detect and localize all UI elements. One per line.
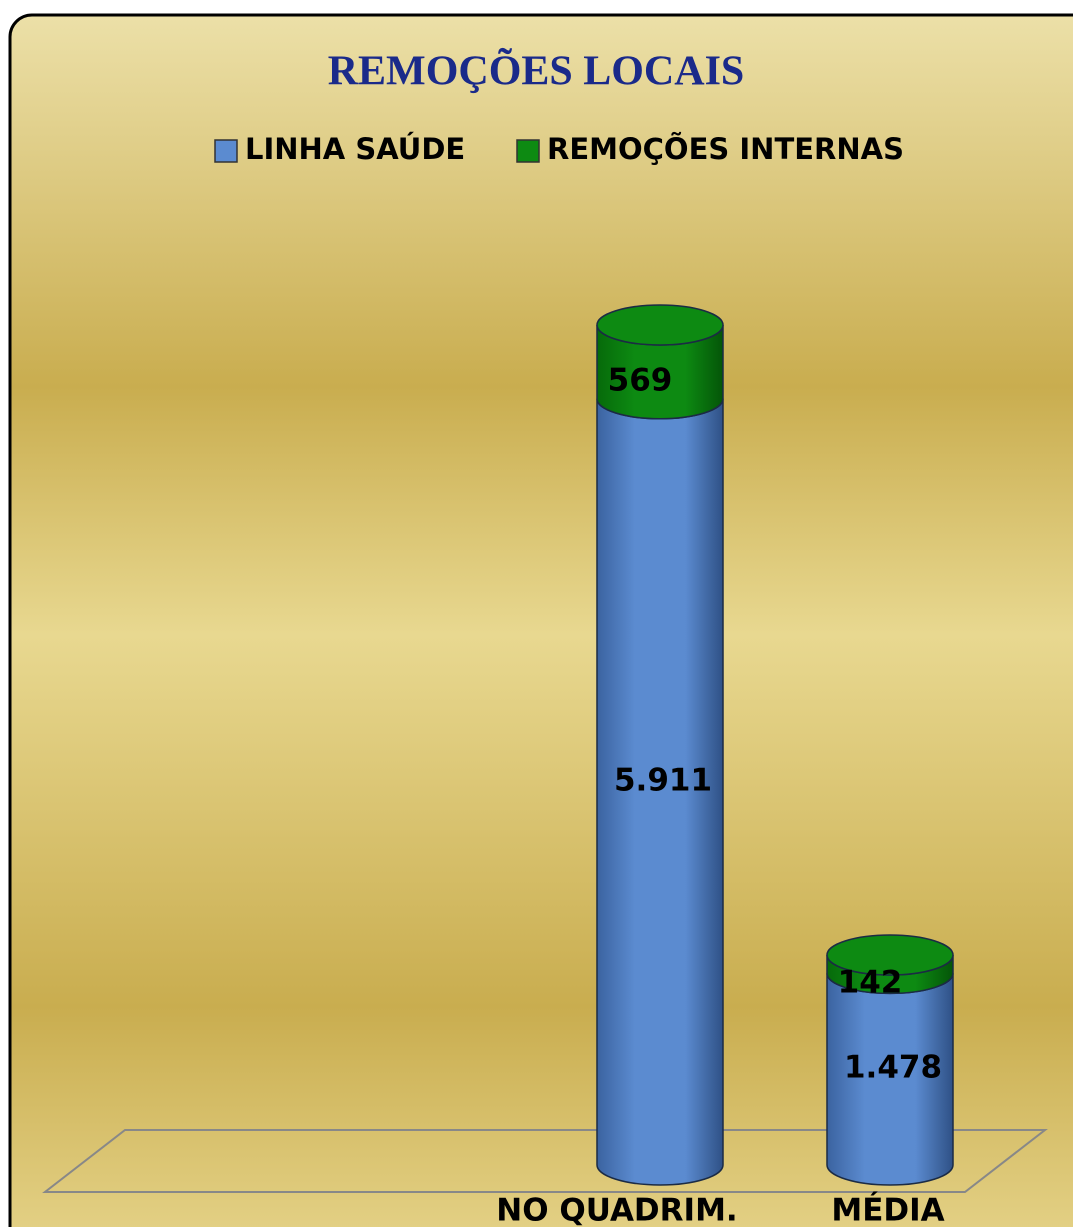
legend-swatch bbox=[214, 139, 238, 163]
x-tick-label: NO QUADRIM. bbox=[496, 1193, 737, 1227]
value-label: 1.478 bbox=[844, 1050, 942, 1086]
cylinder-top bbox=[826, 934, 954, 976]
cylinder-top bbox=[596, 304, 724, 346]
x-tick-label: MÉDIA bbox=[831, 1193, 944, 1227]
legend-swatch bbox=[516, 139, 540, 163]
value-label: 142 bbox=[838, 965, 903, 1001]
value-label: 569 bbox=[608, 362, 673, 398]
legend-label: REMOÇÕES INTERNAS bbox=[547, 132, 904, 166]
value-label: 5.911 bbox=[614, 762, 712, 798]
chart-title: REMOÇÕES LOCAIS bbox=[328, 48, 745, 95]
legend-label: LINHA SAÚDE bbox=[245, 132, 465, 166]
chart-frame bbox=[8, 13, 1073, 1227]
floor bbox=[42, 1129, 1048, 1193]
